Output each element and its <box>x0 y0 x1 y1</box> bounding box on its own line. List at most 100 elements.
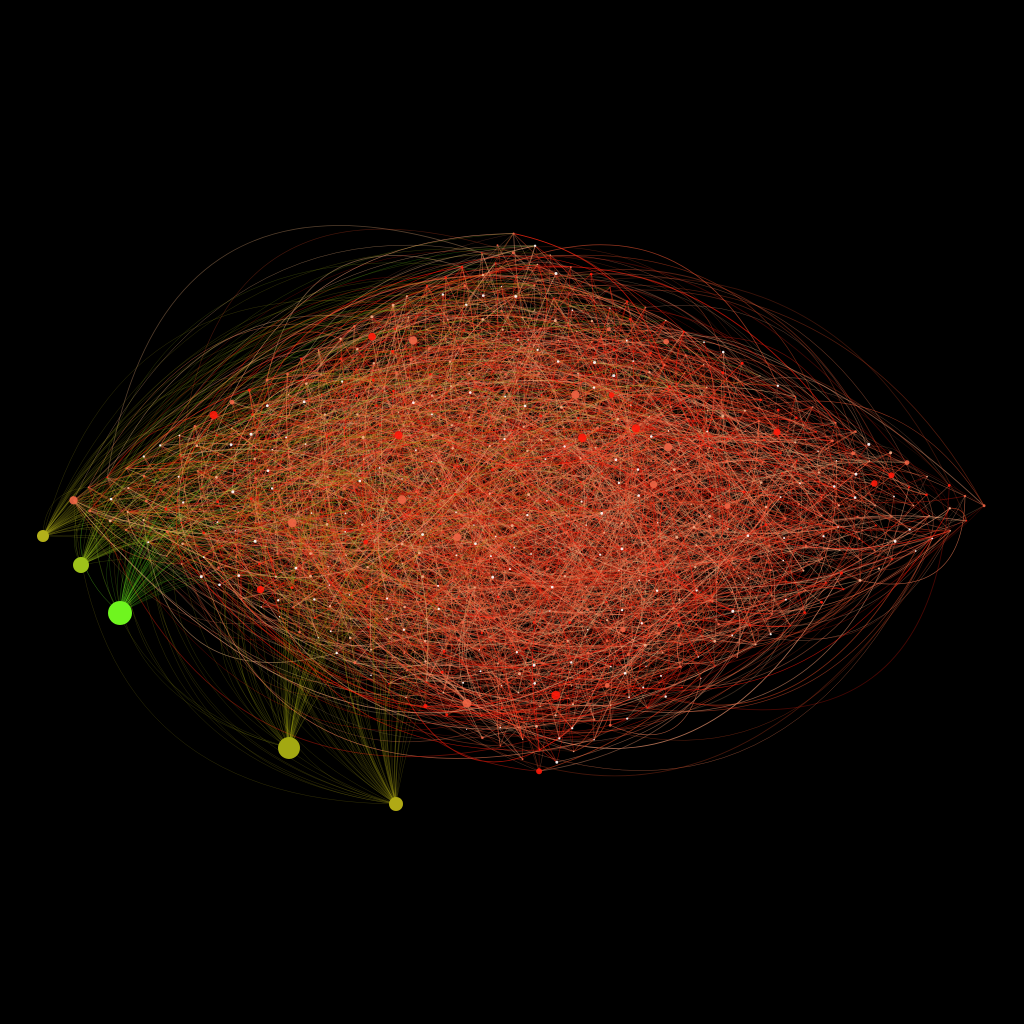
graph-node <box>851 451 856 456</box>
graph-edge <box>440 340 629 527</box>
graph-edge <box>563 330 648 516</box>
graph-edge <box>647 460 838 709</box>
graph-node <box>513 588 517 591</box>
graph-node <box>292 606 295 609</box>
graph-edge <box>272 509 806 628</box>
hub-node <box>278 737 300 759</box>
graph-edge <box>248 434 297 569</box>
graph-edge <box>497 245 529 318</box>
graph-node <box>604 683 610 688</box>
graph-edge <box>110 498 252 545</box>
graph-edge <box>311 512 570 623</box>
graph-node <box>499 726 501 729</box>
graph-edge <box>331 543 589 670</box>
graph-node <box>362 458 365 461</box>
graph-edge <box>451 362 827 583</box>
graph-node <box>286 372 289 376</box>
graph-node <box>559 406 563 409</box>
graph-node <box>574 286 576 288</box>
graph-edge <box>469 341 743 418</box>
graph-edge <box>501 301 628 345</box>
graph-node <box>215 475 218 479</box>
graph-edge <box>511 405 620 571</box>
graph-edge <box>266 369 322 406</box>
graph-edge <box>622 506 728 611</box>
graph-edge <box>656 415 723 577</box>
graph-edge <box>182 320 667 569</box>
graph-node <box>747 558 750 561</box>
graph-node <box>560 467 563 469</box>
graph-edge <box>392 305 713 602</box>
graph-node <box>480 631 483 635</box>
graph-node <box>164 507 168 511</box>
graph-node <box>625 339 628 342</box>
graph-edge <box>474 402 857 569</box>
graph-node <box>711 600 714 603</box>
graph-node <box>488 492 491 495</box>
graph-edge <box>212 477 316 619</box>
graph-edge <box>143 519 337 663</box>
graph-node <box>331 543 333 545</box>
graph-node <box>425 618 428 620</box>
graph-node <box>370 674 372 677</box>
graph-node <box>309 574 312 578</box>
graph-node <box>659 567 662 571</box>
graph-node <box>724 503 731 509</box>
graph-node <box>660 674 662 677</box>
graph-edge <box>632 331 685 626</box>
graph-node <box>528 574 531 577</box>
graph-edge <box>271 425 299 554</box>
graph-edge <box>125 369 357 470</box>
graph-node <box>740 361 744 365</box>
graph-edge <box>359 338 797 482</box>
graph-node <box>616 417 620 421</box>
graph-node <box>585 524 587 526</box>
graph-node <box>609 704 612 706</box>
graph-node <box>504 372 507 376</box>
graph-node <box>703 341 705 343</box>
graph-edge <box>466 608 537 727</box>
graph-node <box>320 373 322 375</box>
graph-edge <box>769 545 804 572</box>
graph-node <box>327 476 329 478</box>
graph-node <box>437 584 440 587</box>
graph-edge <box>758 410 779 424</box>
graph-node <box>309 534 312 536</box>
graph-node <box>391 659 393 661</box>
graph-node <box>589 272 593 276</box>
graph-node <box>394 431 403 440</box>
graph-node <box>265 404 269 408</box>
graph-edge <box>479 553 532 634</box>
graph-node <box>926 475 928 478</box>
graph-node <box>760 481 763 484</box>
graph-node <box>563 575 567 578</box>
graph-node <box>725 393 727 396</box>
graph-node <box>350 618 352 620</box>
graph-node <box>302 400 306 404</box>
graph-node <box>378 424 382 427</box>
graph-node <box>563 445 566 448</box>
graph-node <box>514 295 518 298</box>
graph-node <box>837 504 841 507</box>
graph-node <box>817 471 821 474</box>
graph-edge <box>219 568 661 712</box>
graph-node <box>711 558 714 562</box>
graph-edge <box>159 445 530 603</box>
graph-node <box>430 461 433 463</box>
graph-node <box>868 460 871 462</box>
graph-node <box>496 595 500 599</box>
graph-node <box>727 527 729 530</box>
graph-edge <box>749 538 933 639</box>
graph-node <box>288 518 297 528</box>
graph-node <box>523 471 526 474</box>
graph-node <box>385 617 389 621</box>
graph-edge <box>744 400 985 506</box>
graph-edge <box>344 488 565 588</box>
graph-node <box>732 568 736 571</box>
graph-node <box>521 718 523 720</box>
graph-edge <box>594 362 724 417</box>
graph-node <box>403 584 406 587</box>
graph-edge <box>194 305 394 442</box>
graph-node <box>427 347 431 351</box>
graph-node <box>335 651 338 655</box>
